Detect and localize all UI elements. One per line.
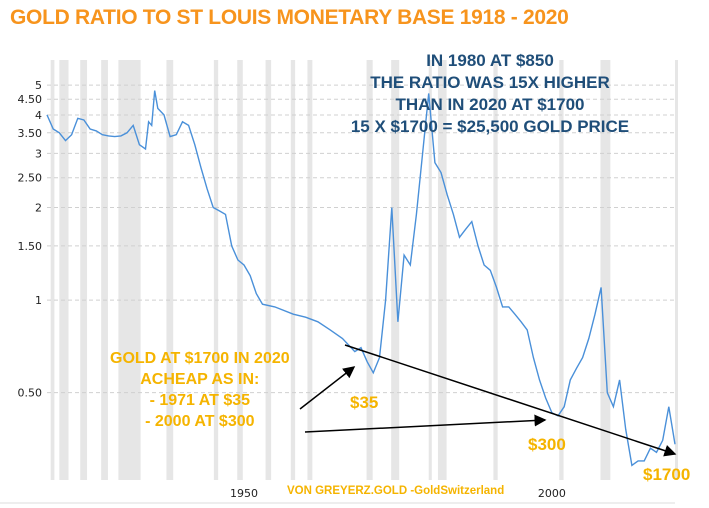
trend-arrow xyxy=(344,344,677,457)
recession-band xyxy=(366,60,373,480)
annotation-line: ACHEAP AS IN: xyxy=(140,371,260,388)
arrow-1971 xyxy=(299,366,356,410)
label-300: $300 xyxy=(528,435,566,454)
recession-band xyxy=(290,60,296,480)
annotation-1980: IN 1980 AT $850 THE RATIO WAS 15X HIGHER… xyxy=(300,50,680,138)
annotation-line: 15 X $1700 = $25,500 GOLD PRICE xyxy=(350,117,630,136)
x-axis: 1950 2000 xyxy=(230,487,566,500)
annotation-line: THAN IN 2020 AT $1700 xyxy=(395,95,585,114)
y-tick-label: 0.50 xyxy=(18,387,43,400)
recession-band xyxy=(600,60,611,480)
recession-band xyxy=(493,60,498,480)
recession-band xyxy=(675,60,678,480)
y-tick-label: 2 xyxy=(35,202,42,215)
recession-band xyxy=(213,60,219,480)
arrow-2000 xyxy=(304,414,547,433)
y-tick-label: 1 xyxy=(35,294,42,307)
y-tick-label: 5 xyxy=(35,79,42,92)
recession-band xyxy=(307,60,313,480)
recession-band xyxy=(428,60,432,480)
y-axis: 0.50 1 1.50 2 2.50 3 3.50 4 4.505 xyxy=(18,79,43,400)
annotation-line: - 2000 AT $300 xyxy=(145,413,255,430)
y-tick-label: 3.50 xyxy=(18,127,43,140)
chart-title: GOLD RATIO TO ST LOUIS MONETARY BASE 191… xyxy=(10,6,569,29)
credit: VON GREYERZ.GOLD -GoldSwitzerland xyxy=(287,485,505,497)
x-tick-label: 2000 xyxy=(538,487,566,500)
label-35: $35 xyxy=(350,393,379,412)
recession-band xyxy=(50,60,55,480)
y-tick-label: 2.50 xyxy=(18,172,43,185)
recession-band xyxy=(80,60,88,480)
annotation-line: THE RATIO WAS 15X HIGHER xyxy=(370,73,610,92)
recession-band xyxy=(237,60,243,480)
y-tick-label: 3 xyxy=(35,147,42,160)
y-tick-label: 1.50 xyxy=(18,240,43,253)
recession-band xyxy=(265,60,272,480)
y-tick-label: 4.50 xyxy=(18,93,43,106)
recession-band xyxy=(59,60,69,480)
annotation-line: - 1971 AT $35 xyxy=(149,392,251,409)
label-1700: $1700 xyxy=(643,465,691,484)
x-tick-label: 1950 xyxy=(230,487,258,500)
recession-band xyxy=(166,60,174,480)
annotation-2020: GOLD AT $1700 IN 2020 ACHEAP AS IN: - 19… xyxy=(110,348,290,432)
annotation-line: IN 1980 AT $850 xyxy=(426,51,554,70)
recession-band xyxy=(559,60,564,480)
recession-band xyxy=(437,60,447,480)
y-tick-label: 4 xyxy=(35,109,42,122)
annotation-line: GOLD AT $1700 IN 2020 xyxy=(110,350,290,367)
series-line xyxy=(46,90,676,467)
recession-band xyxy=(118,60,141,480)
recession-band xyxy=(101,60,108,480)
